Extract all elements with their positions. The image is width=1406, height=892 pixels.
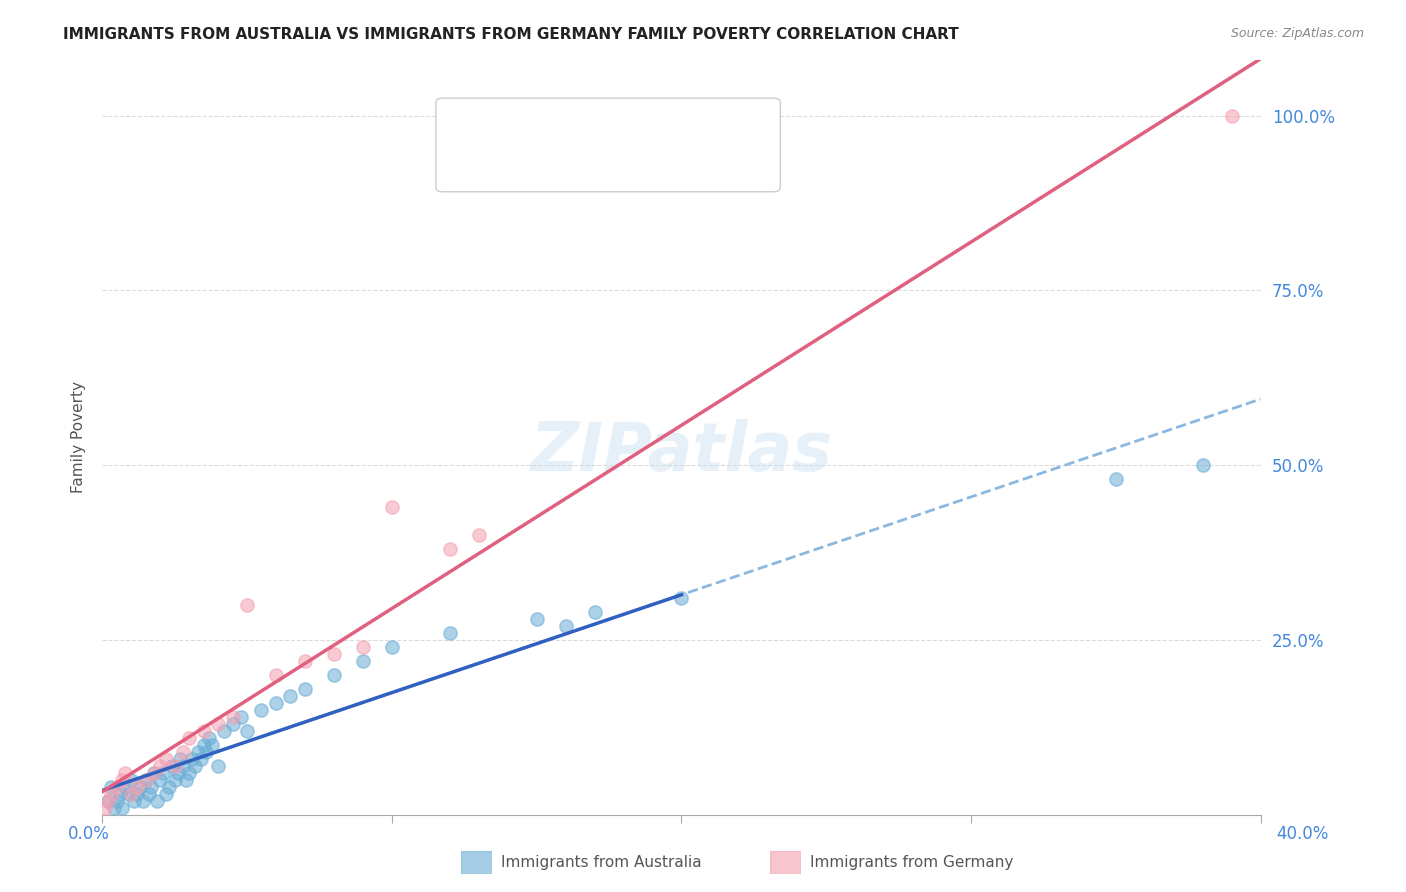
Point (135, 773, 157, 788)
Point (143, 766, 166, 780)
Point (128, 780, 150, 794)
Point (352, 654, 374, 668)
Point (94, 801, 117, 815)
Point (250, 703, 273, 717)
Point (138, 787, 160, 801)
Point (111, 773, 134, 788)
Point (114, 766, 136, 780)
Point (160, 759, 183, 773)
Point (1105, 472, 1128, 486)
Point (231, 710, 253, 724)
Point (322, 668, 344, 682)
Point (583, 605, 606, 619)
Point (155, 787, 177, 801)
Point (195, 745, 218, 759)
Point (294, 654, 316, 668)
Point (174, 773, 197, 788)
Point (141, 780, 163, 794)
Point (149, 773, 172, 788)
Point (236, 724, 259, 739)
Point (187, 745, 209, 759)
Point (236, 599, 259, 613)
Point (100, 787, 122, 801)
Point (1191, 458, 1213, 473)
Point (120, 773, 142, 788)
Point (212, 724, 235, 739)
Point (280, 690, 302, 704)
Text: 0.0%: 0.0% (67, 825, 110, 843)
Point (190, 752, 212, 766)
Point (207, 759, 229, 773)
Point (671, 591, 693, 606)
Point (198, 731, 221, 746)
Point (163, 759, 186, 773)
Point (193, 724, 215, 739)
Point (193, 738, 215, 752)
Text: R = 0.487   N = 56: R = 0.487 N = 56 (496, 120, 681, 138)
Point (166, 766, 188, 780)
Point (381, 640, 404, 655)
Point (554, 619, 576, 633)
Point (97, 794, 120, 808)
Point (467, 528, 489, 542)
Point (103, 801, 125, 815)
Point (122, 794, 145, 808)
Point (439, 542, 461, 557)
Point (157, 780, 180, 794)
Point (381, 500, 404, 515)
Point (149, 759, 172, 773)
Text: Source: ZipAtlas.com: Source: ZipAtlas.com (1230, 27, 1364, 40)
Point (146, 794, 169, 808)
Point (108, 787, 131, 801)
Point (177, 766, 200, 780)
Text: Immigrants from Australia: Immigrants from Australia (501, 855, 702, 870)
Point (439, 626, 461, 640)
Point (264, 696, 287, 710)
Point (221, 717, 243, 731)
Point (163, 773, 186, 788)
Point (172, 745, 194, 759)
Point (143, 766, 166, 780)
Y-axis label: Family Poverty: Family Poverty (72, 382, 86, 493)
Point (169, 752, 191, 766)
Point (155, 752, 177, 766)
Point (120, 787, 142, 801)
Point (264, 668, 287, 682)
Point (177, 731, 200, 746)
Point (322, 647, 344, 661)
Point (125, 787, 148, 801)
Point (1220, 109, 1243, 123)
Point (526, 612, 548, 626)
Point (135, 773, 157, 788)
Point (221, 710, 243, 724)
Point (105, 780, 128, 794)
Point (152, 766, 174, 780)
Text: IMMIGRANTS FROM AUSTRALIA VS IMMIGRANTS FROM GERMANY FAMILY POVERTY CORRELATION : IMMIGRANTS FROM AUSTRALIA VS IMMIGRANTS … (63, 27, 959, 42)
Point (111, 801, 134, 815)
Text: 40.0%: 40.0% (1277, 825, 1329, 843)
Point (201, 738, 224, 752)
Point (117, 787, 139, 801)
Point (114, 780, 136, 794)
Point (172, 759, 194, 773)
Point (132, 794, 155, 808)
Text: Immigrants from Germany: Immigrants from Germany (810, 855, 1014, 870)
Point (125, 780, 148, 794)
Point (97, 794, 120, 808)
Text: R = 0.852   N = 27: R = 0.852 N = 27 (496, 152, 681, 169)
Point (184, 759, 207, 773)
Point (207, 717, 229, 731)
Point (105, 794, 128, 808)
Point (181, 752, 204, 766)
Point (294, 682, 316, 697)
Point (100, 780, 122, 794)
Point (352, 640, 374, 655)
Text: ZIPatlas: ZIPatlas (530, 419, 832, 485)
